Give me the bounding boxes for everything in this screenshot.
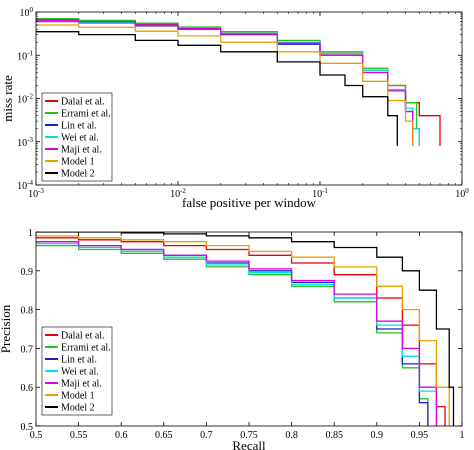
legend-label-model-1: Model 1 — [61, 157, 95, 168]
legend-label-errami-et-al: Errami et al. — [61, 109, 111, 120]
legend-label-wei-et-al: Wei et al. — [61, 133, 99, 144]
x-tick-label: 0.5 — [30, 430, 43, 441]
x-tick-label: 0.8 — [285, 430, 298, 441]
x-tick-label: 0.65 — [155, 430, 173, 441]
y-axis-label: miss rate — [0, 75, 15, 122]
precision-recall-chart: 0.5 0.55 0.6 0.65 0.7 0.75 0.8 0.85 0.9 0.95 1 0.5 0… — [0, 228, 465, 450]
y-tick-label: 100 — [20, 6, 34, 19]
legend-label-model-2: Model 2 — [61, 169, 95, 180]
legend-label-wei-et-al: Wei et al. — [61, 367, 99, 378]
x-tick-label: 0.55 — [70, 430, 88, 441]
y-tick-label: 0.5 — [21, 422, 34, 433]
legend-label-maji-et-al: Maji et al. — [61, 379, 102, 390]
y-tick-label: 10-3 — [17, 136, 33, 149]
legend-label-lin-et-al: Lin et al. — [61, 121, 97, 132]
series-line-model-2 — [36, 31, 398, 146]
y-tick-label: 10-2 — [17, 93, 33, 106]
x-tick-label: 0.85 — [325, 430, 343, 441]
x-axis-label: false positive per window — [182, 195, 317, 210]
legend-label-dalal-et-al: Dalal et al. — [61, 97, 105, 108]
x-axis-label: Recall — [232, 438, 266, 450]
x-tick-label: 0.7 — [200, 430, 213, 441]
y-tick-label: 1 — [28, 228, 33, 239]
y-tick-label: 0.6 — [21, 383, 34, 394]
legend-label-errami-et-al: Errami et al. — [61, 343, 111, 354]
legend: Dalal et al.Errami et al.Lin et al.Wei e… — [41, 92, 113, 182]
x-tick-label: 1 — [460, 430, 465, 441]
x-tick-label: 0.9 — [371, 430, 384, 441]
series-lines — [36, 18, 441, 146]
x-tick-label: 0.95 — [411, 430, 429, 441]
x-tick-label: 0.6 — [115, 430, 128, 441]
x-tick-label: 0.75 — [240, 430, 258, 441]
miss-rate-chart: 10-3 10-2 10-1 10010010-110-210-310-4false … — [0, 6, 469, 210]
y-tick-label: 0.9 — [21, 267, 34, 278]
legend-label-maji-et-al: Maji et al. — [61, 145, 102, 156]
x-tick-label: 10-3 — [28, 187, 44, 200]
series-line-maji-et-al — [36, 241, 438, 426]
y-tick-label: 10-1 — [17, 49, 33, 62]
legend-label-dalal-et-al: Dalal et al. — [61, 331, 105, 342]
y-tick-label: 0.7 — [21, 344, 34, 355]
series-lines — [36, 232, 455, 426]
series-line-model-1 — [36, 235, 450, 426]
legend-label-model-2: Model 2 — [61, 403, 95, 414]
legend-label-lin-et-al: Lin et al. — [61, 355, 97, 366]
x-tick-label: 100 — [455, 187, 469, 200]
legend: Dalal et al.Errami et al.Lin et al.Wei e… — [41, 326, 113, 416]
y-axis-label: Precision — [0, 304, 13, 353]
y-tick-label: 0.8 — [21, 306, 34, 317]
legend-label-model-1: Model 1 — [61, 391, 95, 402]
